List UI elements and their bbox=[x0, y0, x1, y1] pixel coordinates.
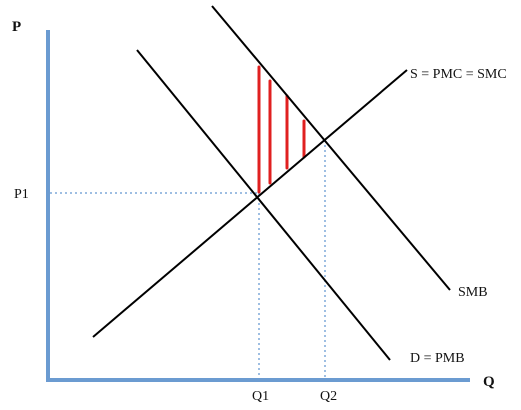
q1-label: Q1 bbox=[252, 389, 269, 404]
demand-curve bbox=[136, 49, 391, 361]
x-axis-label: Q bbox=[483, 374, 495, 390]
supply-curve bbox=[92, 69, 408, 338]
p1-label: P1 bbox=[14, 187, 29, 202]
demand-curve-label: D = PMB bbox=[410, 351, 465, 366]
smb-curve-label: SMB bbox=[458, 285, 488, 300]
welfare-hatch-area bbox=[257, 65, 306, 194]
q2-label: Q2 bbox=[320, 389, 337, 404]
y-axis-label: P bbox=[12, 19, 21, 35]
smb-curve bbox=[211, 5, 451, 291]
supply-curve-label: S = PMC = SMC bbox=[410, 67, 507, 82]
